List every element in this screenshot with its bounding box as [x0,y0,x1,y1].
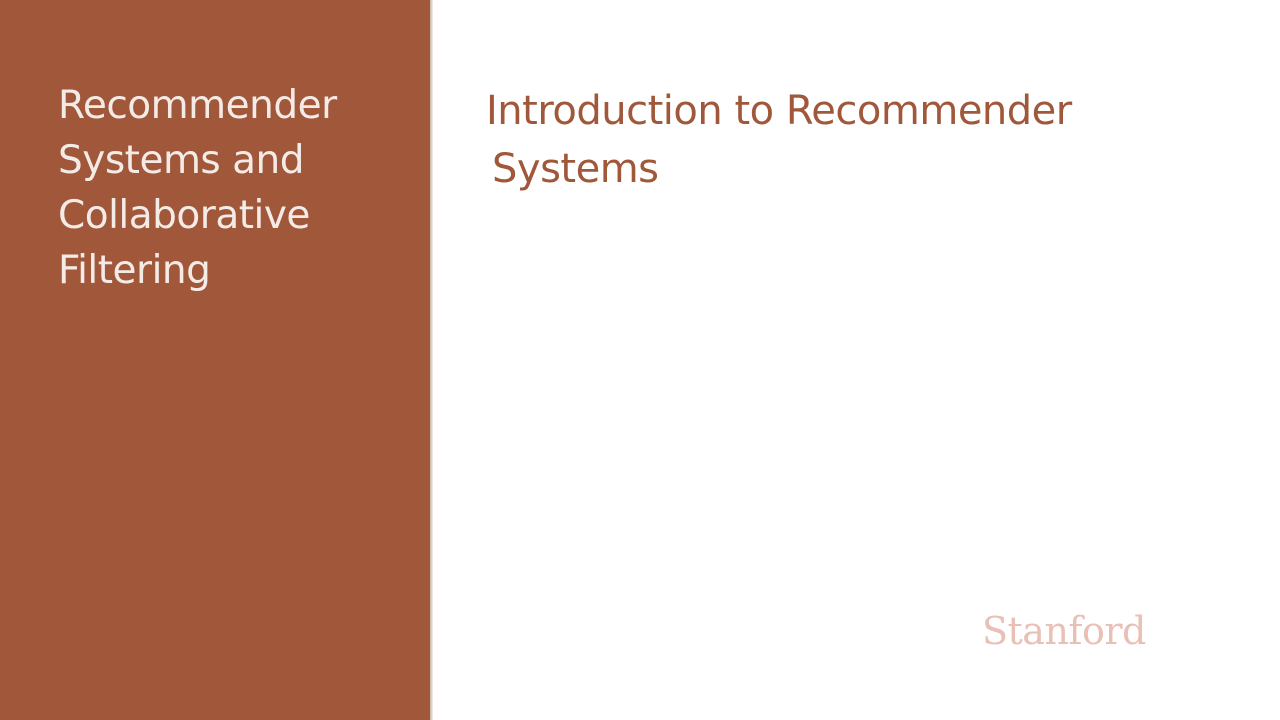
slide-title-line-1: Introduction to Recommender [486,88,1072,134]
slide-title-line-2: Systems [492,146,659,192]
section-side-panel: Recommender Systems and Collaborative Fi… [0,0,430,720]
stanford-logo: Stanford [982,609,1146,653]
section-title: Recommender Systems and Collaborative Fi… [58,83,337,293]
slide-title: Introduction to Recommender Systems [486,82,1206,198]
side-panel-divider [430,0,433,720]
